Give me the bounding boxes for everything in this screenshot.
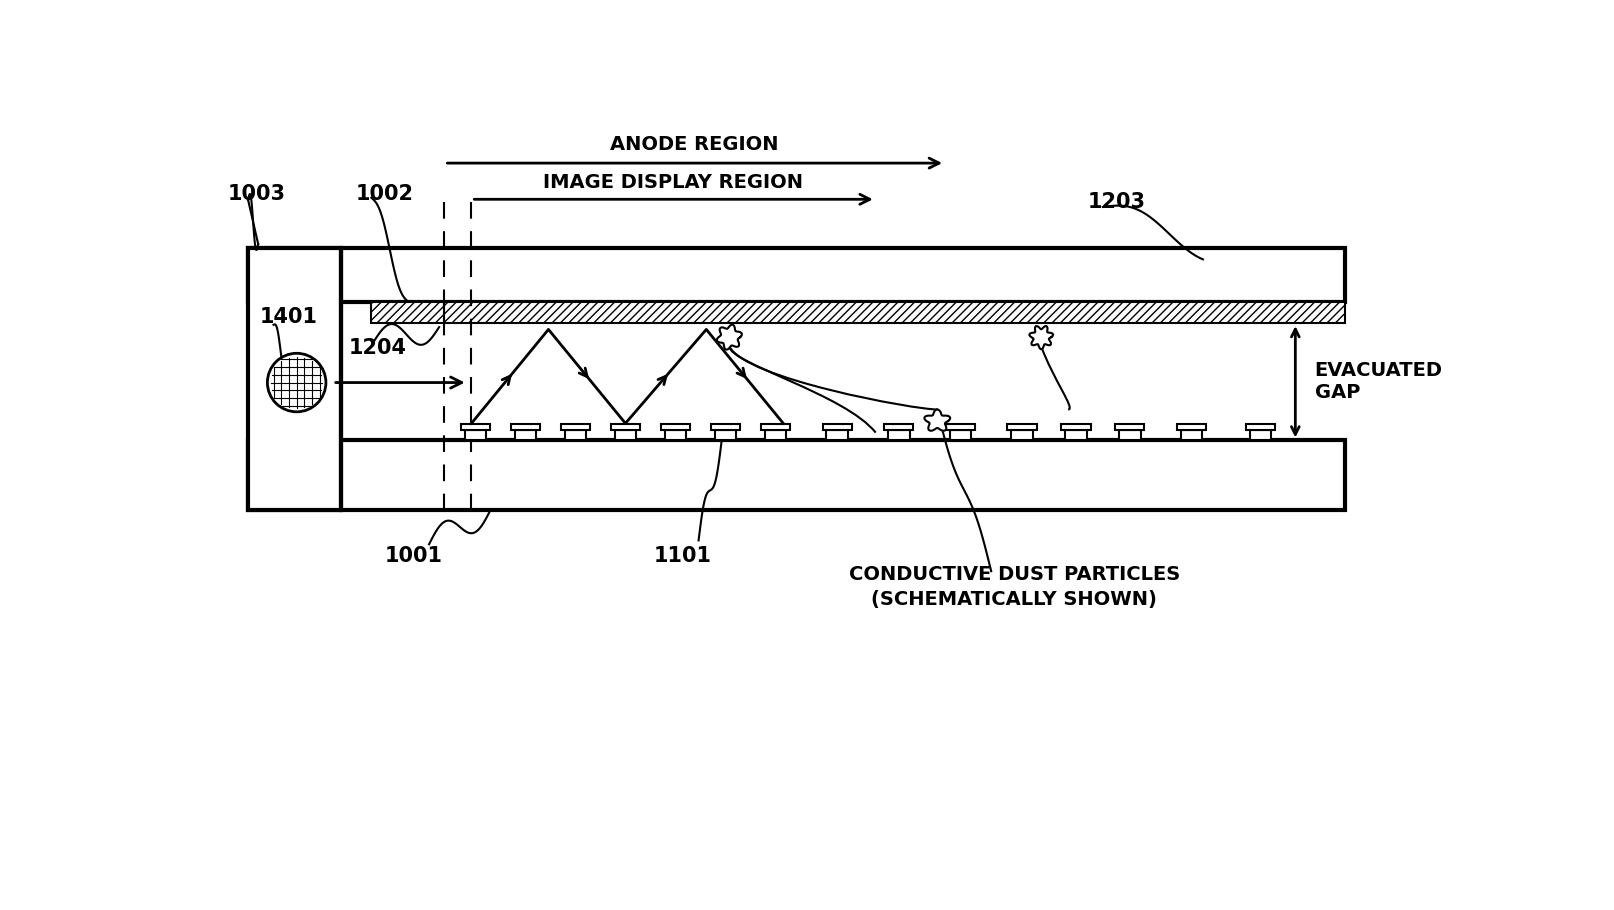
Bar bbox=[510, 424, 541, 430]
Text: 1401: 1401 bbox=[260, 307, 318, 327]
Bar bbox=[949, 430, 972, 440]
Bar bbox=[884, 424, 914, 430]
Text: 1003: 1003 bbox=[228, 184, 286, 204]
Bar bbox=[765, 430, 786, 440]
Bar bbox=[823, 424, 852, 430]
Bar bbox=[715, 430, 736, 440]
Bar bbox=[1065, 430, 1086, 440]
Bar bbox=[760, 424, 791, 430]
Text: IMAGE DISPLAY REGION: IMAGE DISPLAY REGION bbox=[544, 173, 804, 192]
Bar bbox=[249, 248, 341, 510]
Bar bbox=[460, 424, 491, 430]
Bar bbox=[610, 424, 641, 430]
Text: 1001: 1001 bbox=[384, 546, 442, 566]
Bar bbox=[249, 248, 1346, 302]
Text: 1204: 1204 bbox=[349, 338, 407, 358]
Bar bbox=[888, 430, 910, 440]
Bar bbox=[249, 440, 1346, 510]
Bar bbox=[1119, 430, 1141, 440]
Bar bbox=[710, 424, 741, 430]
Bar bbox=[560, 424, 591, 430]
Bar bbox=[1115, 424, 1144, 430]
Polygon shape bbox=[1030, 326, 1054, 349]
Bar bbox=[660, 424, 691, 430]
Bar bbox=[1246, 424, 1275, 430]
Bar bbox=[371, 302, 444, 323]
Bar bbox=[665, 430, 686, 440]
Circle shape bbox=[268, 353, 326, 412]
Bar bbox=[1180, 430, 1202, 440]
Bar bbox=[465, 430, 486, 440]
Bar bbox=[1007, 424, 1036, 430]
Text: EVACUATED
GAP: EVACUATED GAP bbox=[1314, 361, 1443, 402]
Bar bbox=[1012, 430, 1033, 440]
Bar bbox=[946, 424, 975, 430]
Bar bbox=[1249, 430, 1272, 440]
Bar bbox=[515, 430, 536, 440]
Text: 1101: 1101 bbox=[654, 546, 712, 566]
Text: ANODE REGION: ANODE REGION bbox=[610, 135, 780, 154]
Bar bbox=[565, 430, 586, 440]
Bar bbox=[1062, 424, 1091, 430]
Polygon shape bbox=[925, 410, 951, 430]
Polygon shape bbox=[717, 325, 742, 349]
Text: 1203: 1203 bbox=[1088, 192, 1146, 212]
Text: CONDUCTIVE DUST PARTICLES
(SCHEMATICALLY SHOWN): CONDUCTIVE DUST PARTICLES (SCHEMATICALLY… bbox=[849, 564, 1180, 609]
Bar bbox=[1177, 424, 1206, 430]
Bar bbox=[444, 302, 1346, 323]
Bar bbox=[615, 430, 636, 440]
Text: 1002: 1002 bbox=[357, 184, 413, 204]
Bar bbox=[826, 430, 847, 440]
